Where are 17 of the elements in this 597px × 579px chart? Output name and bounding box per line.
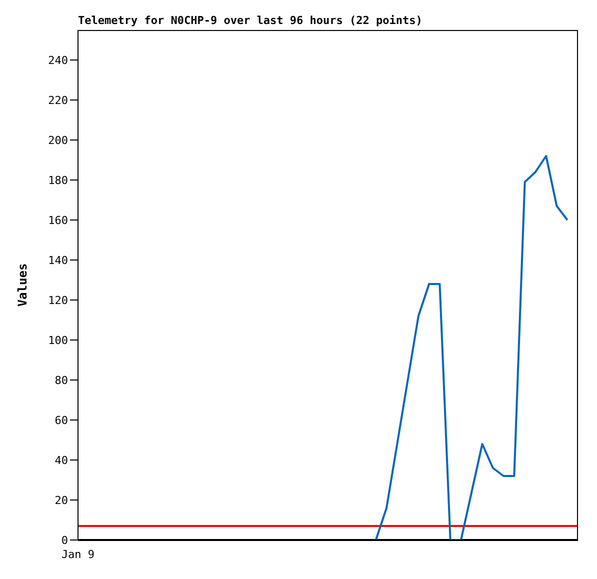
y-tick-label: 160 — [48, 214, 68, 227]
y-tick-label: 80 — [54, 374, 68, 387]
text: Jan 9 — [60, 548, 96, 561]
y-tick-label: 120 — [48, 294, 68, 307]
y-tick-label: 20 — [54, 494, 68, 507]
y-tick-label: 180 — [48, 174, 68, 187]
line-series — [374, 155, 568, 540]
y-tick-label: 240 — [48, 54, 68, 67]
y-axis-title: Values — [15, 263, 30, 307]
y-tick-label: 220 — [48, 94, 68, 107]
y-tick-label: 100 — [48, 334, 68, 347]
chart-title: Telemetry for N0CHP-9 over last 96 hours (22 points) — [78, 14, 424, 29]
y-tick-label: 200 — [48, 134, 68, 147]
y-tick-label: 0 — [61, 534, 68, 547]
y-tick-label: 40 — [54, 454, 68, 467]
y-tick-label: 140 — [48, 254, 68, 267]
y-tick-label: 60 — [54, 414, 68, 427]
